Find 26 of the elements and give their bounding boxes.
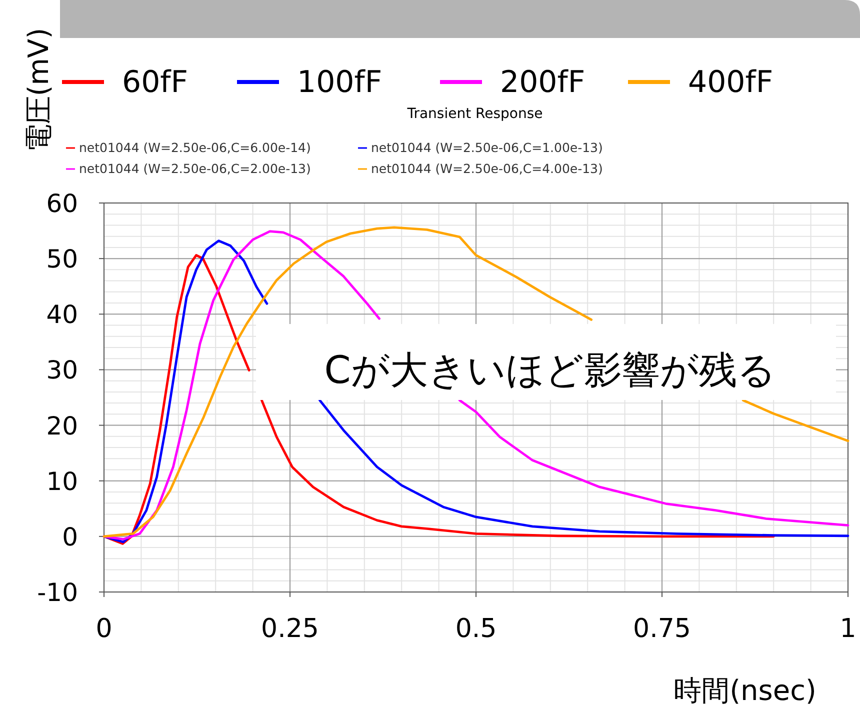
x-tick-label: 0.25 bbox=[261, 614, 319, 644]
x-tick-label: 0.5 bbox=[455, 614, 497, 644]
text: net01044 (W=2.50e-06,C=4.00e-13) bbox=[371, 161, 603, 176]
y-tick-label: 30 bbox=[46, 356, 78, 385]
text: net01044 (W=2.50e-06,C=1.00e-13) bbox=[371, 140, 603, 155]
text: net01044 (W=2.50e-06,C=6.00e-14) bbox=[79, 140, 311, 155]
legend-label: 200fF bbox=[500, 65, 586, 100]
y-tick-label: 40 bbox=[46, 300, 78, 330]
legend-label: 100fF bbox=[297, 65, 382, 100]
y-tick-label: 50 bbox=[46, 244, 78, 274]
y-tick-label: -10 bbox=[37, 578, 78, 607]
chart-title: Transient Response bbox=[406, 106, 543, 122]
y-tick-label: 20 bbox=[46, 411, 78, 440]
y-tick-label: 0 bbox=[62, 522, 78, 552]
y-axis-title: 電圧(mV) bbox=[22, 28, 55, 152]
annotation: Cが大きいほど影響が残る bbox=[324, 348, 776, 392]
y-tick-label: 60 bbox=[46, 189, 78, 218]
callout: Cが大きいほど影響が残る bbox=[256, 324, 836, 400]
x-tick-label: 0 bbox=[96, 614, 112, 644]
x-axis-title: 時間(nsec) bbox=[674, 674, 816, 707]
legend-label: 60fF bbox=[122, 65, 188, 100]
legend-label: 400fF bbox=[688, 65, 774, 100]
text: net01044 (W=2.50e-06,C=2.00e-13) bbox=[79, 161, 311, 176]
x-tick-label: 0.75 bbox=[633, 614, 691, 644]
x-tick-label: 1 bbox=[840, 614, 856, 644]
y-tick-label: 10 bbox=[46, 466, 78, 496]
